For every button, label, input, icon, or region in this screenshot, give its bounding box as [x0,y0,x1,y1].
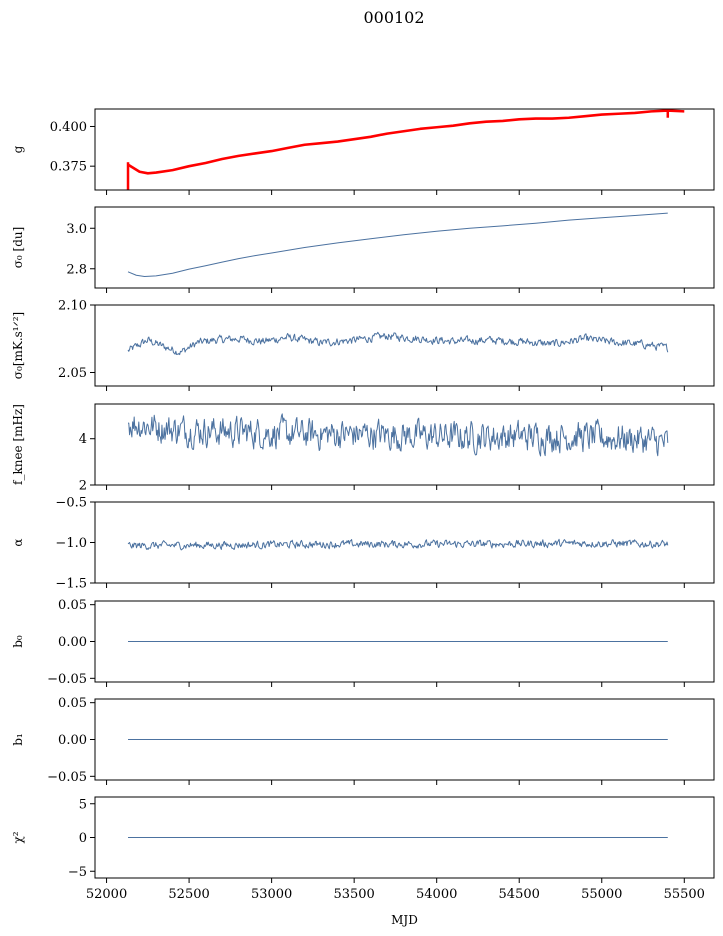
panel-8: −5 0 5 52000 52500 53000 53500 54000 54500 55000 5… [11,796,715,902]
y-axis-label: b₀ [11,635,25,648]
series-line-1 [127,212,668,277]
y-tick-label: 2.05 [58,366,87,381]
y-tick-label: 4 [79,432,87,447]
y-axis-label: b₁ [11,733,25,746]
y-tick-label: 2.8 [66,262,87,277]
axes-frame [94,403,715,486]
panel-6: −0.05 0.00 0.05 b₀ [11,598,715,687]
y-tick-label: −0.05 [47,672,87,687]
x-tick-label: 53000 [251,887,292,902]
panel-3: 2.05 2.10 σ₀[mK.s¹ᐟ²] [11,299,715,391]
x-axis-label: MJD [391,913,418,927]
series-line-1 [127,538,669,551]
y-tick-label: 0.00 [58,733,87,748]
y-tick-label: −1.0 [55,536,87,551]
y-axis-label: χ² [11,831,25,843]
x-tick-label: 55500 [664,887,705,902]
y-tick-label: 0.400 [50,120,87,135]
x-tick-label: 54000 [416,887,457,902]
panel-4: 2 4 f_knee [mHz] [11,403,715,494]
y-tick-label: −5 [68,865,87,880]
axes-frame [94,108,715,191]
y-axis-label: σ₀ [du] [11,227,25,269]
y-tick-label: 0.05 [58,696,87,711]
y-tick-label: 0 [79,831,87,846]
panel-7: −0.05 0.00 0.05 b₁ [11,696,715,785]
figure-title: 000102 [363,8,424,27]
y-tick-label: −0.5 [55,496,87,511]
y-tick-label: 5 [79,797,87,812]
y-axis-label: α [11,538,25,546]
series-line-2 [127,109,685,175]
y-tick-label: 3.0 [66,222,87,237]
axes-frame [94,304,715,387]
y-tick-label: 0.00 [58,635,87,650]
y-tick-label: 0.05 [58,598,87,613]
x-tick-label: 52500 [168,887,209,902]
x-tick-label: 55000 [581,887,622,902]
y-axis-label: σ₀[mK.s¹ᐟ²] [11,312,25,379]
series-line-1 [127,110,668,174]
y-tick-label: 2.10 [58,299,87,314]
panels: 0.375 0.400 g 2.8 3.0 σ₀ [du] 2.05 2.10 σ₀[mK.s¹… [11,108,715,927]
y-tick-label: 0.375 [50,160,87,175]
y-axis-label: f_knee [mHz] [11,404,25,485]
series-line-1 [127,413,669,457]
y-tick-label: −1.5 [55,577,87,592]
x-tick-label: 52000 [86,887,127,902]
panel-5: −1.5 −1.0 −0.5 α [11,496,715,592]
panel-2: 2.8 3.0 σ₀ [du] [11,206,715,293]
x-tick-label: 54500 [499,887,540,902]
panel-1: 0.375 0.400 g [11,108,715,195]
y-axis-label: g [11,145,25,153]
y-tick-label: −0.05 [47,770,87,785]
axes-frame [94,206,715,289]
x-tick-label: 53500 [333,887,374,902]
y-tick-label: 2 [79,479,87,494]
series-line-1 [127,331,669,356]
